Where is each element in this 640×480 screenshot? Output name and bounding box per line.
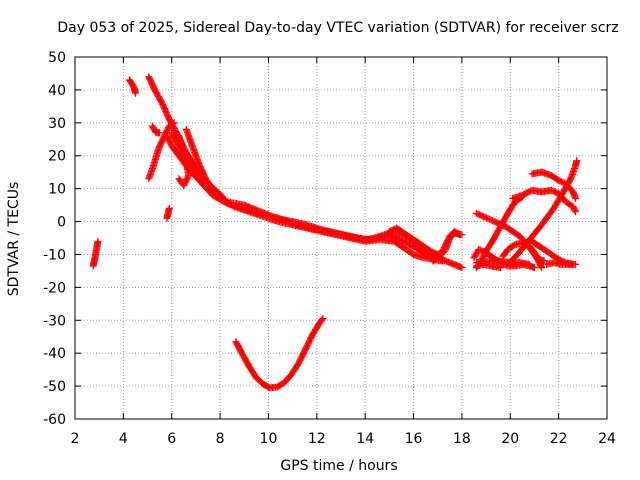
chart-title: Day 053 of 2025, Sidereal Day-to-day VTE… (57, 20, 618, 36)
y-tick-label: 30 (48, 116, 66, 132)
data-point (572, 260, 580, 268)
data-point (526, 260, 534, 268)
data-point (318, 316, 326, 324)
y-tick-label: -50 (43, 379, 66, 395)
x-tick-label: 18 (453, 431, 471, 447)
x-tick-label: 14 (356, 431, 374, 447)
data-point (537, 262, 545, 270)
y-tick-label: -40 (43, 346, 66, 362)
data-point (165, 204, 173, 212)
series-track (528, 168, 580, 203)
y-tick-label: -60 (43, 412, 66, 428)
data-point (573, 157, 581, 165)
x-tick-label: 10 (260, 431, 278, 447)
data-point (131, 89, 139, 97)
series-track (472, 260, 505, 272)
y-tick-label: -30 (43, 313, 66, 329)
data-point (169, 120, 177, 128)
series-track (429, 227, 463, 265)
series-track (168, 129, 439, 263)
data-point (454, 230, 462, 238)
series-track (543, 259, 580, 268)
data-point (94, 237, 102, 245)
tick-layer: 2 4 6 8 10 12 14 16 18 20 22 24-60-50-40-30-20-1001… (43, 50, 616, 447)
y-tick-label: 20 (48, 149, 66, 165)
data-point (170, 119, 178, 127)
data-point (319, 315, 327, 323)
series-track (232, 315, 327, 392)
x-tick-label: 24 (598, 431, 616, 447)
y-tick-label: 40 (48, 83, 66, 99)
plot-frame (74, 56, 608, 420)
data-point (538, 264, 546, 272)
series-track (163, 204, 173, 222)
data-point (156, 129, 164, 137)
point-layer (89, 73, 581, 392)
data-point (175, 175, 183, 183)
x-tick-label: 20 (501, 431, 519, 447)
x-tick-label: 6 (167, 431, 176, 447)
x-tick-label: 2 (71, 431, 80, 447)
series-track (504, 157, 581, 268)
data-point (530, 264, 538, 272)
x-tick-label: 12 (308, 431, 326, 447)
y-axis-label: SDTVAR / TECUs (6, 182, 22, 297)
y-tick-label: -20 (43, 280, 66, 296)
data-point (455, 231, 463, 239)
data-point (176, 176, 184, 184)
series-track (499, 239, 548, 265)
data-point (497, 264, 505, 272)
series-track (148, 122, 164, 137)
data-point (572, 195, 580, 203)
series-track (509, 186, 580, 216)
series-track (125, 76, 139, 97)
data-point (458, 264, 466, 272)
data-point (571, 206, 579, 214)
y-tick-label: 50 (48, 50, 66, 66)
series-track (175, 132, 193, 189)
x-tick-label: 8 (216, 431, 225, 447)
x-tick-label: 22 (550, 431, 568, 447)
x-tick-label: 16 (405, 431, 423, 447)
y-tick-label: 0 (57, 215, 66, 231)
x-tick-label: 4 (119, 431, 128, 447)
series-track (89, 237, 102, 270)
x-axis-label: GPS time / hours (280, 458, 397, 474)
y-tick-label: -10 (43, 247, 66, 263)
y-tick-label: 10 (48, 182, 66, 198)
data-point (572, 208, 580, 216)
